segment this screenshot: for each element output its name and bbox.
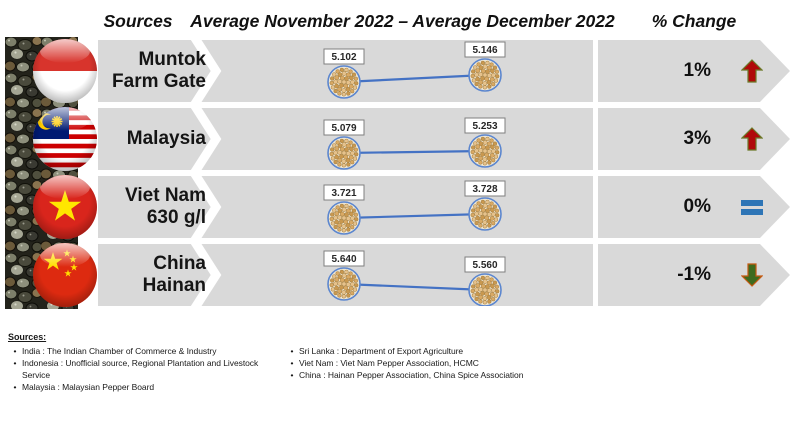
sources-right-column: • Sri Lanka : Department of Export Agricu… [285, 345, 585, 381]
pct-change-cell: -1% [598, 244, 790, 306]
pepper-marker-dec [468, 58, 502, 92]
value-label-dec: 3.728 [472, 184, 497, 195]
source-item: • Sri Lanka : Department of Export Agricu… [285, 345, 585, 357]
pepper-marker-nov [327, 267, 361, 301]
bullet-icon: • [290, 346, 294, 356]
sources-heading: Sources: [8, 332, 47, 342]
pct-change-cell: 3% [598, 108, 790, 170]
row-label: Viet Nam 630 g/l [125, 184, 206, 228]
source-item: • Indonesia : Unofficial source, Regional… [8, 357, 284, 381]
china-flag [32, 242, 98, 308]
pepper-marker-nov [327, 65, 361, 99]
value-label-nov: 5.640 [331, 254, 356, 265]
pct-change-value: 0% [683, 196, 711, 217]
period-column-header: Average November 2022 – Average December… [190, 10, 615, 31]
up-arrow-icon [741, 59, 763, 83]
value-label-dec: 5.146 [472, 45, 497, 56]
indonesia-flag [32, 38, 98, 104]
row-label: Malaysia [126, 127, 206, 149]
up-arrow-icon [741, 127, 763, 151]
row-band: 5.079 5.253 Malaysia [98, 108, 593, 170]
bullet-icon: • [13, 346, 17, 356]
row-label: China Hainan [142, 252, 206, 296]
value-label-nov: 3.721 [331, 188, 356, 199]
vietnam-flag [32, 174, 98, 240]
equals-icon [741, 200, 763, 215]
down-arrow-icon [741, 263, 763, 287]
source-item: • India : The Indian Chamber of Commerce … [8, 345, 284, 357]
value-label-nov: 5.079 [331, 123, 356, 134]
row-china: 5.640 5.560 China Hainan -1% [0, 242, 800, 308]
bullet-icon: • [13, 358, 17, 368]
pepper-marker-dec [468, 197, 502, 231]
pct-change-value: 3% [683, 128, 711, 149]
row-malaysia: 5.079 5.253 Malaysia 3% [0, 106, 800, 172]
value-label-nov: 5.102 [331, 52, 356, 63]
pepper-marker-dec [468, 273, 502, 306]
pct-change-cell: 0% [598, 176, 790, 238]
source-item: • Viet Nam : Viet Nam Pepper Association,… [285, 357, 585, 369]
sources-footnote: Sources: • India : The Indian Chamber of … [8, 332, 792, 392]
bullet-icon: • [290, 370, 294, 380]
percent-change-column-header: % Change [651, 10, 737, 31]
row-band: 5.640 5.560 China Hainan [98, 244, 593, 306]
pct-change-value: -1% [677, 264, 711, 285]
row-vietnam: 3.721 3.728 Viet Nam 630 g/l 0% [0, 174, 800, 240]
row-muntok-farm-gate: 5.102 5.146 Muntok Farm Gate 1% [0, 38, 800, 104]
row-band: 3.721 3.728 Viet Nam 630 g/l [98, 176, 593, 238]
source-item: • China : Hainan Pepper Association, Chin… [285, 369, 585, 381]
sources-left-column: • India : The Indian Chamber of Commerce … [8, 345, 284, 393]
bullet-icon: • [290, 358, 294, 368]
pepper-marker-nov [327, 136, 361, 170]
pepper-marker-nov [327, 201, 361, 235]
malaysia-flag [32, 106, 98, 172]
source-item: • Malaysia : Malaysian Pepper Board [8, 381, 284, 393]
row-band: 5.102 5.146 Muntok Farm Gate [98, 40, 593, 102]
pepper-marker-dec [468, 134, 502, 168]
value-label-dec: 5.253 [472, 121, 497, 132]
bullet-icon: • [13, 382, 17, 392]
sources-column-header: Sources [103, 10, 173, 31]
value-label-dec: 5.560 [472, 260, 497, 271]
pct-change-value: 1% [683, 60, 711, 81]
pct-change-cell: 1% [598, 40, 790, 102]
row-label: Muntok Farm Gate [112, 48, 206, 92]
